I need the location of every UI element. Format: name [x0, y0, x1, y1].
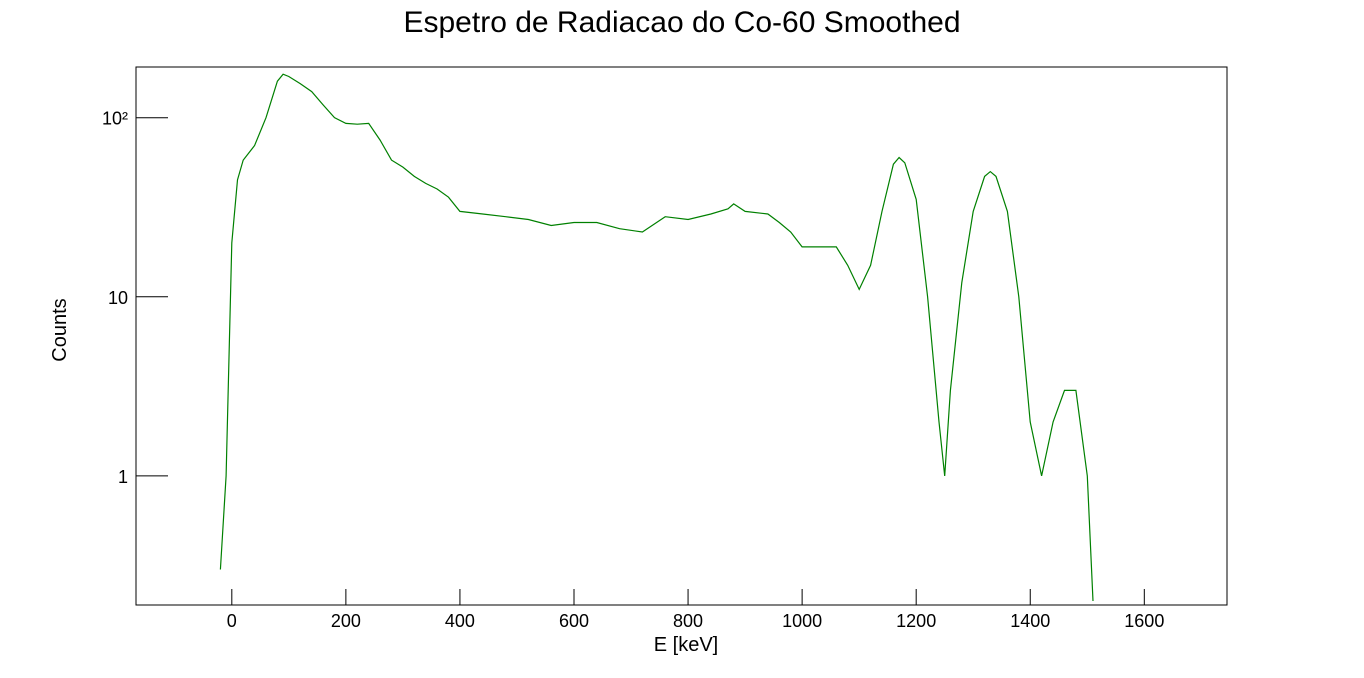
x-tick-label: 1600 [1124, 611, 1164, 631]
x-tick-label: 1200 [896, 611, 936, 631]
y-tick-label: 1 [118, 467, 128, 487]
x-tick-label: 600 [559, 611, 589, 631]
x-tick-label: 1400 [1010, 611, 1050, 631]
y-axis-title: Counts [49, 298, 71, 361]
x-tick-label: 200 [331, 611, 361, 631]
plot-frame [135, 66, 1228, 606]
x-tick-label: 1000 [782, 611, 822, 631]
x-axis-title: E [keV] [654, 634, 718, 656]
x-tick-label: 800 [673, 611, 703, 631]
y-tick-label: 10 [108, 288, 128, 308]
x-tick-label: 0 [227, 611, 237, 631]
x-tick-label: 400 [445, 611, 475, 631]
y-tick-label: 10² [102, 109, 128, 129]
spectrum-line [219, 73, 1094, 602]
chart-title: Espetro de Radiacao do Co-60 Smoothed [403, 6, 960, 39]
